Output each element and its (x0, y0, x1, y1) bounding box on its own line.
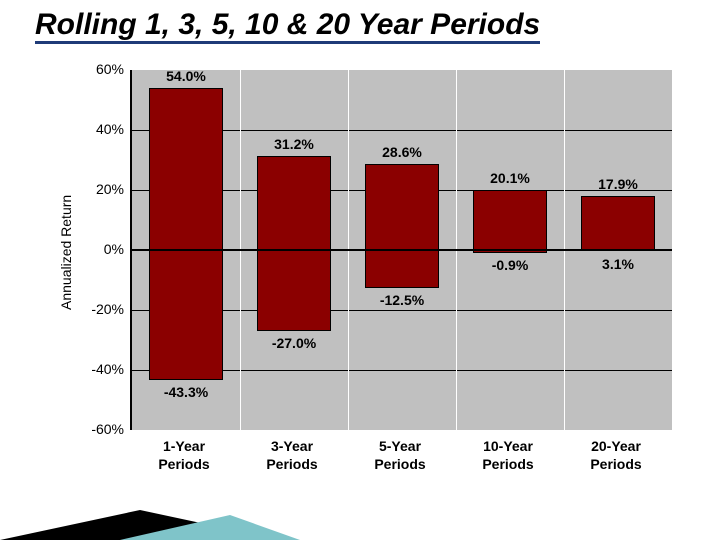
bar-high (149, 88, 222, 250)
data-label-high: 54.0% (166, 68, 206, 84)
slide-title: Rolling 1, 3, 5, 10 & 20 Year Periods (35, 8, 540, 42)
data-label-high: 31.2% (274, 136, 314, 152)
y-tick-label: -60% (52, 421, 124, 437)
y-tick-label: 40% (52, 121, 124, 137)
x-category-label: 3-YearPeriods (266, 438, 317, 473)
y-tick-label: 60% (52, 61, 124, 77)
data-label-low: 3.1% (602, 256, 634, 272)
x-category-label: 1-YearPeriods (158, 438, 209, 473)
bar-low (257, 250, 330, 331)
chart: Annualized Return -60%-40%-20%0%20%40%60… (50, 60, 690, 490)
bar-low (149, 250, 222, 380)
y-tick-labels: -60%-40%-20%0%20%40%60% (50, 70, 124, 430)
data-label-low: -43.3% (164, 384, 208, 400)
x-category-label: 20-YearPeriods (590, 438, 641, 473)
x-category-label: 5-YearPeriods (374, 438, 425, 473)
zero-baseline (132, 249, 672, 251)
data-label-high: 17.9% (598, 176, 638, 192)
bar-high (473, 190, 546, 250)
data-label-high: 28.6% (382, 144, 422, 160)
plot-area: 54.0% -43.3% 31.2% -27.0% 28.6% -12.5% 20.1% -0… (130, 70, 672, 430)
bar-high (257, 156, 330, 250)
data-label-low: -0.9% (492, 257, 529, 273)
y-tick-label: -20% (52, 301, 124, 317)
decor-wedge (0, 480, 300, 540)
bar-high (365, 164, 438, 250)
data-label-high: 20.1% (490, 170, 530, 186)
data-label-low: -12.5% (380, 292, 424, 308)
slide-title-text: Rolling 1, 3, 5, 10 & 20 Year Periods (35, 8, 540, 44)
bar-low (365, 250, 438, 288)
y-tick-label: -40% (52, 361, 124, 377)
x-category-label: 10-YearPeriods (482, 438, 533, 473)
y-tick-label: 0% (52, 241, 124, 257)
data-label-low: -27.0% (272, 335, 316, 351)
bar-high (581, 196, 654, 250)
y-tick-label: 20% (52, 181, 124, 197)
